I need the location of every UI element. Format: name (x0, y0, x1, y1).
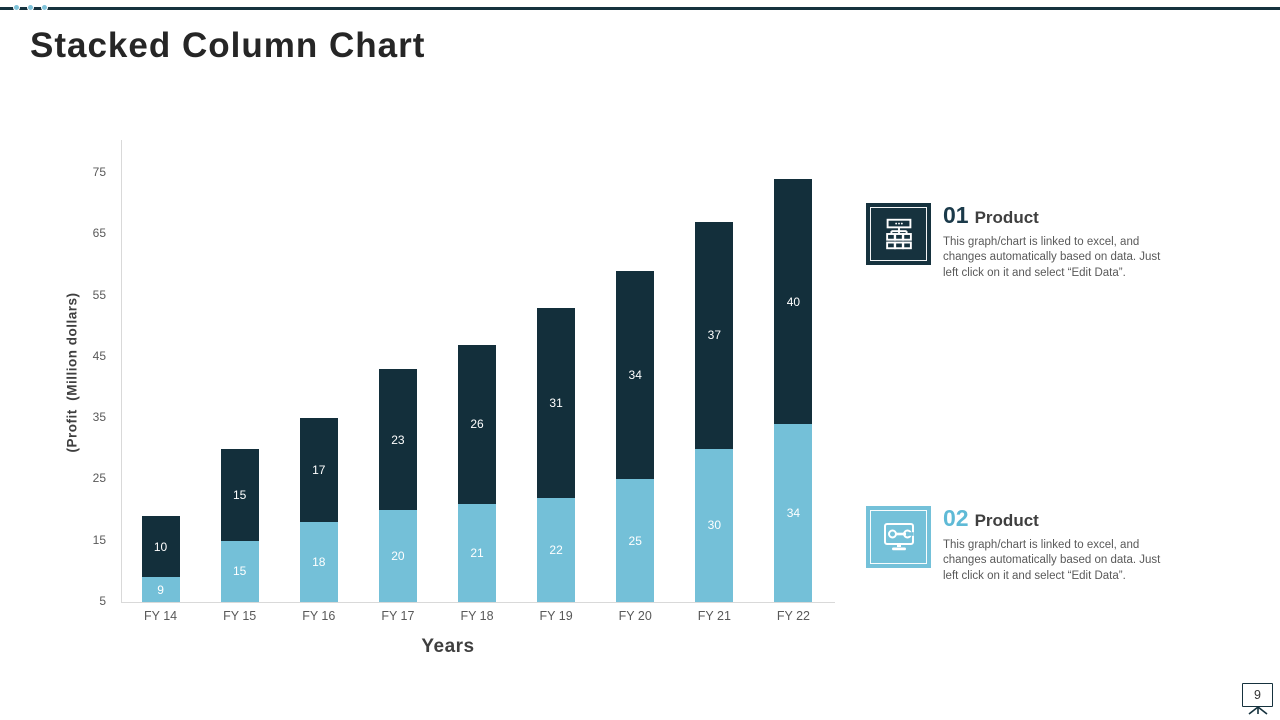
bar-value-label: 15 (232, 564, 247, 579)
icon-frame (870, 510, 927, 564)
y-axis-tick: 55 (92, 287, 106, 302)
bar-value-label: 30 (707, 518, 721, 533)
bar-value-label: 10 (153, 539, 168, 554)
accent-dot (27, 4, 34, 11)
x-axis-tick: FY 19 (539, 609, 573, 623)
bar-value-label: 34 (786, 506, 801, 521)
y-axis-tick: 5 (99, 594, 106, 608)
product-2-description: This graph/chart is linked to excel, and… (943, 539, 1161, 582)
bar-value-label: 31 (549, 395, 563, 410)
x-axis-tick: FY 21 (697, 609, 731, 623)
x-axis-tick: FY 16 (302, 609, 336, 623)
product-1-description: This graph/chart is linked to excel, and… (943, 236, 1161, 279)
product-callout-1: 01 Product This graph/chart is linked to … (866, 203, 1175, 281)
product-2-number: 02 (943, 505, 969, 531)
bar-segment: 23 (378, 369, 417, 511)
bar-value-label: 40 (786, 294, 801, 309)
bar-segment: 30 (695, 448, 734, 602)
bar-segment: 15 (220, 540, 259, 602)
x-axis-tick: FY 22 (776, 609, 810, 623)
y-axis-tick: 75 (92, 165, 106, 179)
product-2-heading: 02 Product (943, 506, 1175, 534)
y-axis-tick: 35 (92, 410, 106, 425)
bar-segment: 37 (695, 222, 734, 449)
bar-value-label: 15 (232, 487, 247, 502)
page-number-badge: 9 (1240, 681, 1276, 717)
bar-value-label: 26 (470, 417, 484, 432)
bar-segment: 17 (299, 418, 338, 523)
bar-segment: 34 (616, 271, 655, 480)
y-axis-tick: 15 (92, 532, 106, 547)
monitor-wrench-icon (866, 506, 931, 568)
org-chart-icon (866, 203, 931, 265)
bar-segment: 31 (537, 307, 576, 498)
product-2-label: Product (974, 511, 1039, 530)
icon-frame (870, 207, 927, 261)
bar-segment: 21 (458, 503, 496, 602)
accent-dot (41, 4, 48, 11)
bar-segment: 22 (537, 497, 576, 602)
y-axis-tick: 45 (92, 348, 106, 363)
bar-value-label: 20 (391, 549, 405, 564)
x-axis-tick: FY 18 (460, 609, 494, 623)
bar-value-label: 9 (157, 582, 164, 597)
bar-segment: 34 (774, 424, 813, 602)
bar-segment: 20 (378, 510, 417, 602)
page-title: Stacked Column Chart (30, 26, 426, 65)
x-axis-title: Years (421, 636, 475, 657)
y-axis-tick: 25 (92, 471, 106, 486)
product-1-label: Product (974, 208, 1039, 227)
product-1-heading: 01 Product (943, 203, 1175, 231)
bar-value-label: 23 (391, 432, 405, 447)
bar-value-label: 22 (549, 542, 563, 557)
x-axis-tick: FY 17 (381, 609, 415, 623)
top-accent-line (0, 7, 1280, 10)
bar-segment: 40 (774, 179, 813, 425)
bar-value-label: 25 (628, 533, 642, 548)
x-axis-tick: FY 14 (143, 609, 178, 623)
accent-dot (13, 4, 20, 11)
bar-segment: 26 (458, 344, 496, 504)
bar-value-label: 37 (707, 328, 721, 343)
product-callout-2: 02 Product This graph/chart is linked to … (866, 506, 1175, 584)
x-axis-line (121, 602, 835, 603)
y-axis-tick: 65 (92, 226, 106, 241)
product-1-number: 01 (943, 202, 969, 228)
bar-segment: 18 (299, 522, 338, 602)
bar-value-label: 34 (628, 368, 642, 383)
bar-segment: 10 (141, 516, 180, 578)
x-axis-tick: FY 20 (618, 609, 652, 623)
y-axis-line (121, 140, 122, 603)
bar-segment: 9 (141, 577, 180, 602)
x-axis-tick: FY 15 (223, 609, 257, 623)
bar-value-label: 18 (312, 555, 326, 570)
bar-segment: 25 (616, 479, 655, 602)
bar-value-label: 17 (312, 463, 326, 478)
bar-value-label: 21 (470, 545, 484, 560)
bar-segment: 15 (220, 448, 259, 541)
